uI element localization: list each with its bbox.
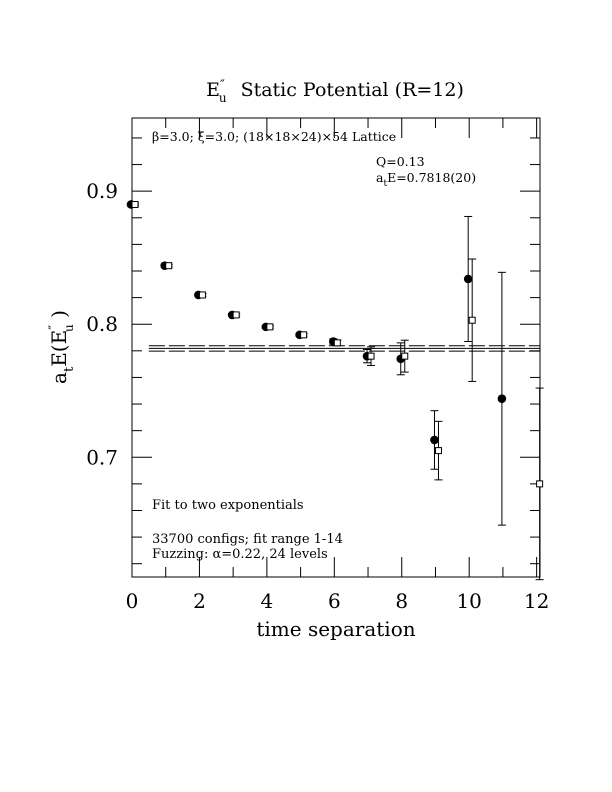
x-tick-label: 0 xyxy=(126,589,139,613)
x-tick-label: 10 xyxy=(456,589,481,613)
series-filled-circles xyxy=(126,200,507,526)
title-symbol-base: E xyxy=(206,79,220,101)
y-label-mid: E(E xyxy=(47,330,71,367)
q-annotation: Q=0.13 xyxy=(376,154,425,169)
data-point xyxy=(401,352,409,360)
data-point xyxy=(266,323,274,331)
y-label-prime: ″ xyxy=(47,325,62,330)
chart-title: E″ u Static Potential (R=12) xyxy=(206,78,464,105)
y-axis-label: atE(E″u ) xyxy=(47,310,77,384)
data-point xyxy=(232,311,240,319)
title-text: Static Potential (R=12) xyxy=(241,79,464,101)
title-symbol-sub: u xyxy=(219,91,227,105)
x-tick-label: 12 xyxy=(524,589,549,613)
x-tick-label: 8 xyxy=(395,589,408,613)
data-point xyxy=(165,262,173,270)
x-tick-label: 2 xyxy=(193,589,206,613)
y-tick-label: 0.8 xyxy=(86,312,118,336)
y-label-post: ) xyxy=(47,310,71,324)
y-label-sub: u xyxy=(62,324,76,332)
fit-label-annotation: Fit to two exponentials xyxy=(152,498,304,513)
y-tick-label: 0.7 xyxy=(86,445,118,469)
series-open-squares xyxy=(131,200,544,581)
energy-pre: a xyxy=(376,170,384,185)
data-point xyxy=(333,339,341,347)
energy-pre-sub: t xyxy=(383,179,387,189)
y-label-pre: a xyxy=(47,372,71,384)
x-tick-label: 6 xyxy=(328,589,341,613)
plot-frame xyxy=(131,117,541,578)
data-point xyxy=(536,480,544,488)
data-point xyxy=(468,316,476,324)
fit-band xyxy=(148,345,540,352)
energy-annotation: atE=0.7818(20) xyxy=(376,170,476,189)
x-tick-label: 4 xyxy=(261,589,274,613)
data-point xyxy=(434,447,442,455)
y-tick-labels: 0.7 0.8 0.9 xyxy=(86,179,118,469)
lattice-annotation: β=3.0; ξ=3.0; (18×18×24)×54 Lattice xyxy=(152,129,396,144)
configs-annotation: 33700 configs; fit range 1-14 xyxy=(152,532,343,547)
fuzzing-annotation: Fuzzing: α=0.22, 24 levels xyxy=(152,547,328,562)
energy-text: E=0.7818(20) xyxy=(387,170,476,185)
x-axis-label: time separation xyxy=(256,617,415,641)
title-symbol-prime: ″ xyxy=(220,78,225,93)
y-tick-label: 0.9 xyxy=(86,179,118,203)
x-tick-labels: 0 2 4 6 8 10 12 xyxy=(126,589,550,613)
data-point xyxy=(198,291,206,299)
y-label-pre-sub: t xyxy=(62,366,77,372)
data-point xyxy=(497,394,507,404)
data-point xyxy=(367,352,375,360)
data-point xyxy=(131,200,139,208)
data-point xyxy=(430,435,439,445)
axis-ticks xyxy=(131,118,540,577)
data-point xyxy=(300,331,308,339)
data-point xyxy=(463,274,473,284)
